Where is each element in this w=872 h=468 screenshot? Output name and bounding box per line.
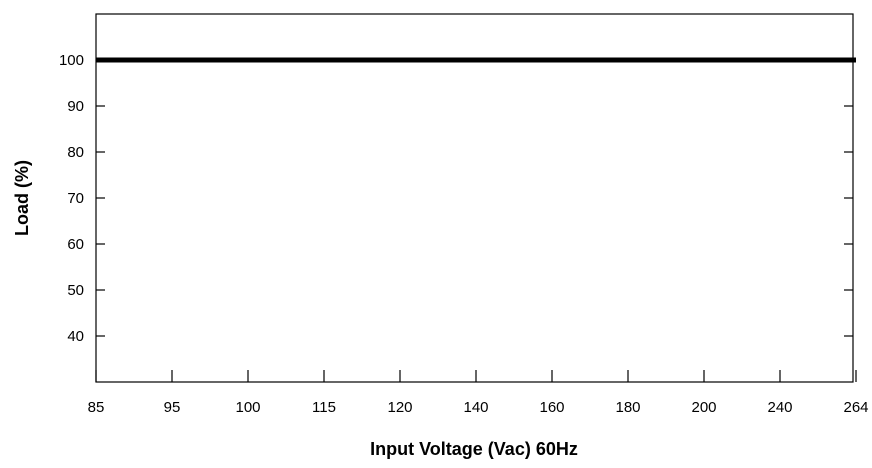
y-axis-title: Load (%) (12, 160, 32, 236)
y-tick-label: 40 (67, 328, 84, 345)
x-tick-label: 264 (843, 399, 868, 416)
x-tick-label: 240 (767, 399, 792, 416)
x-tick-label: 140 (463, 399, 488, 416)
x-axis-title: Input Voltage (Vac) 60Hz (370, 439, 578, 459)
x-tick-label: 200 (691, 399, 716, 416)
y-tick-label: 70 (67, 190, 84, 207)
x-tick-label: 115 (312, 399, 336, 416)
y-tick-label: 100 (59, 52, 84, 69)
x-tick-label: 85 (88, 399, 105, 416)
x-tick-label: 100 (235, 399, 260, 416)
y-axis-ticks: 40 50 60 70 80 90 100 (59, 52, 853, 345)
y-tick-label: 80 (67, 144, 84, 161)
x-tick-label: 180 (615, 399, 640, 416)
y-tick-label: 60 (67, 236, 84, 253)
y-tick-label: 90 (67, 98, 84, 115)
y-tick-label: 50 (67, 282, 84, 299)
x-axis-ticks: 85 95 100 115 120 140 160 180 200 240 264 (88, 370, 869, 416)
plot-frame (95, 13, 854, 383)
x-tick-label: 120 (387, 399, 412, 416)
x-tick-label: 95 (164, 399, 181, 416)
x-tick-label: 160 (539, 399, 564, 416)
